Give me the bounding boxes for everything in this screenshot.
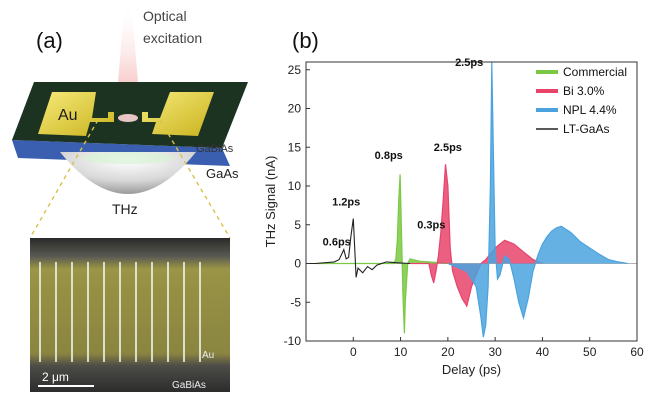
series-fill-npl-4-4: [447, 62, 628, 338]
x-tick-label: 60: [630, 345, 644, 359]
series-line-lt-gaas: [306, 218, 411, 278]
excitation-label-line2: excitation: [143, 30, 202, 46]
peak-annotation: 1.2ps: [332, 196, 360, 208]
legend-label: Commercial: [563, 65, 627, 79]
chart-legend: Commercial Bi 3.0% NPL 4.4% LT-GaAs: [536, 65, 627, 136]
plot-frame: [305, 61, 638, 342]
x-tick-label: 0: [350, 345, 357, 359]
gabias-layer-label: GaBiAs: [196, 143, 234, 155]
scale-bar-label: 2 μm: [42, 370, 69, 384]
legend-label: LT-GaAs: [563, 122, 609, 136]
panel-a-label: (a): [36, 28, 63, 53]
series-fill-bi-3-0: [410, 164, 543, 307]
series-fill-commercial: [315, 174, 448, 334]
y-tick-label: 0: [294, 257, 301, 271]
peak-annotation: 0.6ps: [323, 237, 351, 249]
sem-micrograph: Au GaBiAs 2 μm: [30, 238, 230, 392]
au-label: Au: [58, 107, 78, 124]
x-tick-label: 10: [394, 345, 408, 359]
silicon-lens: [60, 152, 196, 194]
x-tick-label: 30: [488, 345, 502, 359]
series-line-npl-4-4: [447, 61, 628, 338]
device-schematic: Optical excitation Au GaBiAs GaAs THz: [12, 8, 248, 392]
x-tick-label: 20: [441, 345, 455, 359]
gaas-layer-label: GaAs: [206, 166, 239, 181]
y-tick-label: -5: [290, 295, 301, 309]
thz-label: THz: [112, 201, 138, 217]
panel-b-label: (b): [292, 28, 319, 53]
au-electrode-right: [142, 92, 214, 136]
series-line-commercial: [315, 174, 448, 334]
peak-annotation: 2.5ps: [455, 57, 483, 69]
peak-annotation: 2.5ps: [434, 142, 462, 154]
x-tick-label: 50: [583, 345, 597, 359]
au-electrode-left: [38, 92, 114, 136]
y-tick-label: 5: [294, 218, 301, 232]
peak-annotation: 0.8ps: [375, 150, 403, 162]
series-line-bi-3-0: [410, 164, 543, 308]
micrograph-gabias-label: GaBiAs: [172, 380, 206, 391]
x-axis-label: Delay (ps): [442, 362, 501, 377]
excitation-label-line1: Optical: [143, 8, 187, 24]
legend-label: NPL 4.4%: [563, 103, 617, 117]
legend-label: Bi 3.0%: [563, 84, 605, 98]
peak-annotation: 0.3ps: [417, 220, 445, 232]
x-tick-label: 40: [536, 345, 550, 359]
micrograph-au-label: Au: [202, 350, 214, 361]
